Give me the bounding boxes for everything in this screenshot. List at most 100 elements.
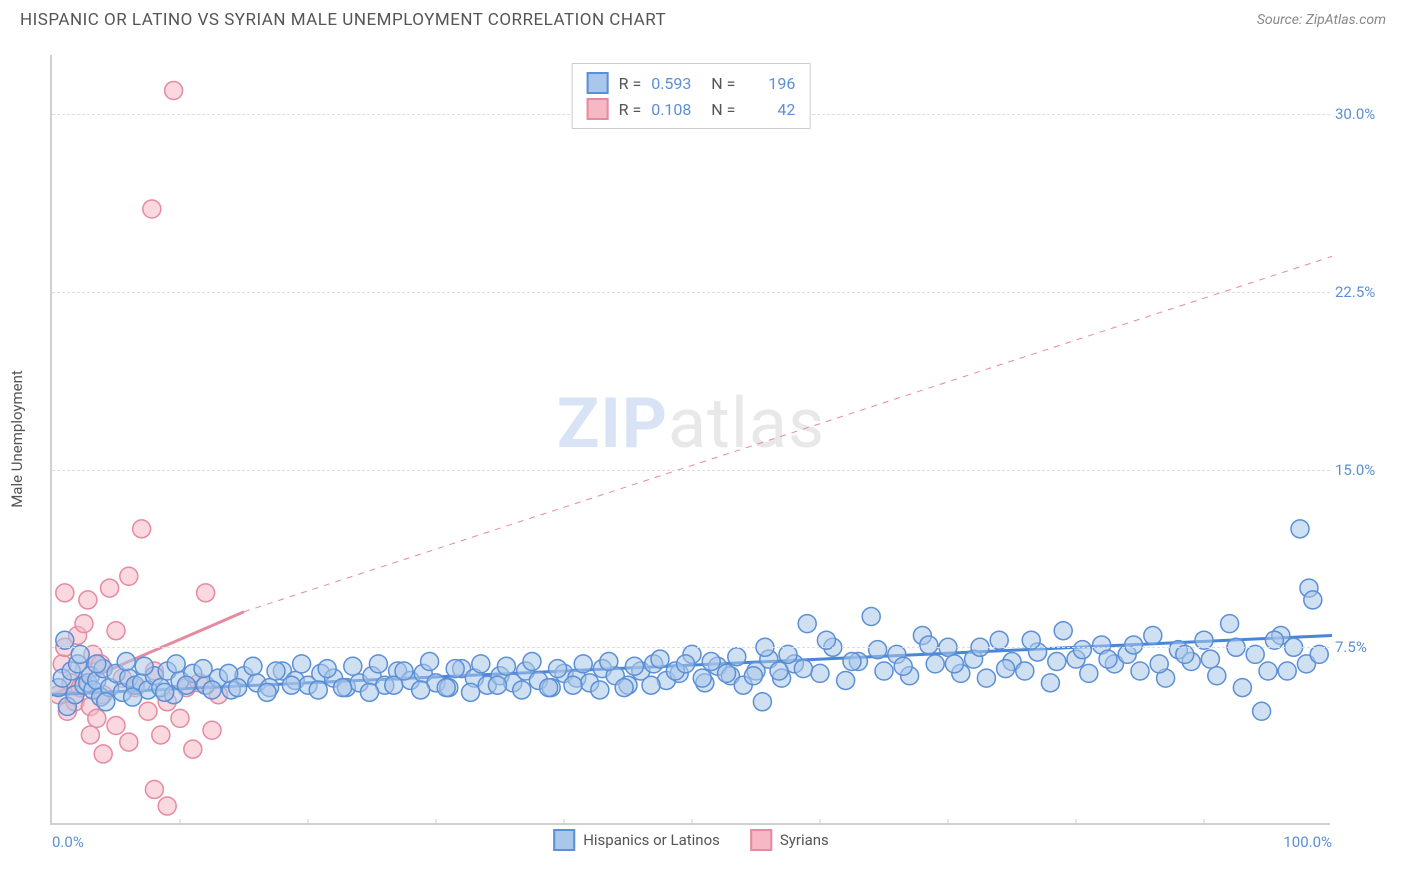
legend-n-label: N = [711,100,735,119]
scatter-point [472,655,490,673]
scatter-point [1054,622,1072,640]
scatter-point [977,669,995,687]
scatter-point [1278,662,1296,680]
legend-n-label: N = [711,74,735,93]
scatter-point [1201,650,1219,668]
scatter-point [869,641,887,659]
gridline-h [52,647,1330,648]
scatter-point [334,679,352,697]
scatter-point [344,657,362,675]
chart-header: HISPANIC OR LATINO VS SYRIAN MALE UNEMPL… [0,0,1406,40]
chart-title: HISPANIC OR LATINO VS SYRIAN MALE UNEMPL… [20,10,666,30]
scatter-point [107,622,125,640]
scatter-point [811,664,829,682]
scatter-point [446,660,464,678]
scatter-point [1291,520,1309,538]
scatter-point [203,681,221,699]
scatter-point [1208,667,1226,685]
scatter-point [167,655,185,673]
scatter-point [158,797,176,815]
scatter-point [145,780,163,798]
scatter-point [794,660,812,678]
scatter-point [79,591,97,609]
scatter-point [843,653,861,671]
scatter-point [369,655,387,673]
scatter-point [875,662,893,680]
scatter-point [702,653,720,671]
scatter-point [1233,679,1251,697]
scatter-point [1150,655,1168,673]
scatter-point [798,615,816,633]
scatter-point [258,683,276,701]
trend-line-extrapolated [244,256,1332,611]
scatter-point [718,664,736,682]
scatter-point [574,655,592,673]
scatter-point [591,681,609,699]
scatter-point [549,660,567,678]
legend-swatch [750,829,772,851]
scatter-point [744,667,762,685]
scatter-point [177,676,195,694]
scatter-point [309,681,327,699]
legend-bottom: Hispanics or Latinos Syrians [553,829,829,851]
legend-n-value: 42 [745,100,795,119]
scatter-point [282,676,300,694]
gridline-h [52,292,1330,293]
scatter-point [139,702,157,720]
scatter-point [625,657,643,675]
legend-stats-box: R =0.593N =196R =0.108N =42 [572,63,811,129]
scatter-point [1099,650,1117,668]
scatter-point [920,636,938,654]
scatter-point [651,650,669,668]
legend-r-label: R = [619,74,642,93]
legend-swatch [587,98,609,120]
scatter-point [133,520,151,538]
scatter-point [88,655,106,673]
legend-series-label: Hispanics or Latinos [583,831,720,849]
scatter-point [1125,636,1143,654]
scatter-point [770,662,788,680]
scatter-point [677,655,695,673]
scatter-point [197,584,215,602]
scatter-point [615,679,633,697]
scatter-point [497,657,515,675]
scatter-point [360,683,378,701]
scatter-point [165,82,183,100]
scatter-point [894,657,912,675]
scatter-point [156,683,174,701]
scatter-point [1073,641,1091,659]
scatter-point [600,653,618,671]
scatter-point [1221,615,1239,633]
scatter-point [926,655,944,673]
scatter-point [88,709,106,727]
scatter-point [540,679,558,697]
scatter-point [523,653,541,671]
scatter-point [135,657,153,675]
scatter-point [244,657,262,675]
scatter-point [120,567,138,585]
scatter-svg [52,55,1332,825]
legend-swatch [587,72,609,94]
legend-bottom-item: Syrians [750,829,829,851]
legend-bottom-item: Hispanics or Latinos [553,829,720,851]
scatter-point [171,709,189,727]
scatter-point [1259,662,1277,680]
scatter-point [152,726,170,744]
scatter-point [1144,626,1162,644]
scatter-point [75,615,93,633]
scatter-point [318,660,336,678]
x-tick-label: 100.0% [1283,833,1332,851]
chart-container: ZIPatlas Male Unemployment R =0.593N =19… [50,55,1380,855]
x-tick-label: 0.0% [52,833,84,851]
scatter-point [107,716,125,734]
scatter-point [1131,662,1149,680]
scatter-point [184,740,202,758]
scatter-point [143,200,161,218]
scatter-point [101,579,119,597]
scatter-point [293,655,311,673]
scatter-point [94,745,112,763]
y-axis-label: Male Unemployment [8,370,26,508]
scatter-point [395,662,413,680]
scatter-point [1253,702,1271,720]
scatter-point [194,660,212,678]
